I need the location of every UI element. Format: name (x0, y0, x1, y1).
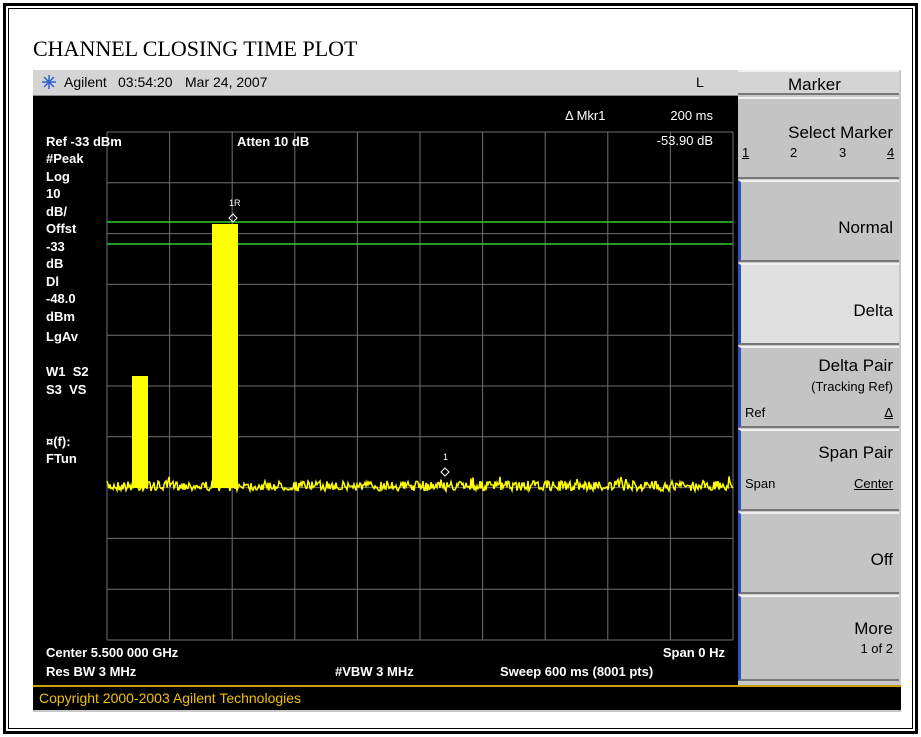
annotation: 10 (46, 186, 61, 201)
span: Span 0 Hz (662, 645, 725, 660)
softkey[interactable]: Delta Pair (Tracking Ref) Ref Δ (738, 346, 899, 428)
display: 1R 1 Δ Mkr1 200 ms -53.90 dB Ref -33 dBm… (33, 96, 738, 685)
annotation: ¤(f): (46, 434, 71, 449)
status-bar: Agilent 03:54:20 Mar 24, 2007 L (33, 70, 738, 96)
annotation: W1 S2 (46, 364, 89, 379)
menu-title: Marker (738, 70, 899, 95)
marker-label: 1 (443, 452, 448, 462)
softkey-label: Delta (853, 301, 893, 320)
mode: L (696, 74, 704, 90)
trace (106, 476, 734, 494)
softkey-option: Δ (884, 405, 893, 420)
softkey-option: 4 (887, 145, 895, 160)
softkey-label: Span Pair (818, 443, 893, 462)
softkey[interactable]: Span Pair Span Center (738, 429, 899, 511)
marker-label: 1R (229, 198, 241, 208)
sweep: Sweep 600 ms (8001 pts) (500, 664, 654, 679)
res-bw: Res BW 3 MHz (46, 664, 137, 679)
softkey[interactable]: Delta (738, 263, 899, 345)
marker-readout-level: -53.90 dB (656, 133, 713, 148)
annotation: FTun (46, 451, 77, 466)
annotation: S3 VS (46, 382, 87, 397)
annotation: dB (46, 256, 64, 271)
annotation: -48.0 (46, 291, 76, 306)
annotation: Offst (46, 221, 77, 236)
softkey-label: Delta Pair (818, 356, 893, 375)
center-frequency: Center 5.500 000 GHz (46, 645, 179, 660)
annotation: Dl (46, 274, 59, 289)
softkey-option: Ref (745, 405, 766, 420)
annotation: dBm (46, 309, 75, 324)
softkey-option: 1 (742, 145, 750, 160)
annotation: dB/ (46, 204, 67, 219)
softkey[interactable]: Select Marker 1 2 3 4 (738, 97, 899, 179)
annotation: #Peak (46, 151, 84, 166)
softkey[interactable]: More 1 of 2 (738, 595, 899, 681)
inner-frame (8, 8, 913, 729)
softkey-sublabel: 1 of 2 (860, 641, 893, 656)
softkey[interactable]: Off (738, 512, 899, 594)
date: Mar 24, 2007 (185, 74, 268, 90)
copyright: Copyright 2000-2003 Agilent Technologies (39, 690, 302, 706)
marker-readout-time: 200 ms (670, 108, 713, 123)
softkey[interactable]: Normal (738, 180, 899, 262)
title: CHANNEL CLOSING TIME PLOT (33, 36, 358, 61)
menu-title-text: Marker (788, 75, 841, 94)
annotation: -33 (46, 239, 65, 254)
burst (132, 376, 148, 488)
ref-level: Ref -33 dBm (46, 134, 122, 149)
attenuation: Atten 10 dB (237, 134, 310, 149)
vbw: #VBW 3 MHz (335, 664, 414, 679)
outer-frame (3, 3, 918, 734)
agilent-logo (42, 75, 56, 89)
plot: 1R 1 (106, 131, 734, 641)
softkey-option: Span (745, 476, 776, 491)
marker-diamond (440, 467, 450, 477)
instrument-name: Agilent (64, 74, 107, 90)
softkey-option: 2 (790, 145, 798, 160)
marker-diamond (228, 213, 238, 223)
softkey-label: Select Marker (788, 123, 893, 142)
annotation: Log (46, 169, 70, 184)
annotation: LgAv (46, 329, 79, 344)
burst (212, 224, 238, 488)
copyright-bar: Copyright 2000-2003 Agilent Technologies (33, 685, 901, 710)
softkey-sublabel: (Tracking Ref) (811, 379, 893, 394)
time: 03:54:20 (118, 74, 173, 90)
marker-readout-label: Δ Mkr1 (565, 108, 606, 123)
softkey-label: Normal (838, 218, 893, 237)
softkey-label: More (854, 619, 893, 638)
softkey-option: Center (853, 476, 893, 491)
softkey-option: 3 (839, 145, 847, 160)
softkey-label: Off (870, 550, 893, 569)
